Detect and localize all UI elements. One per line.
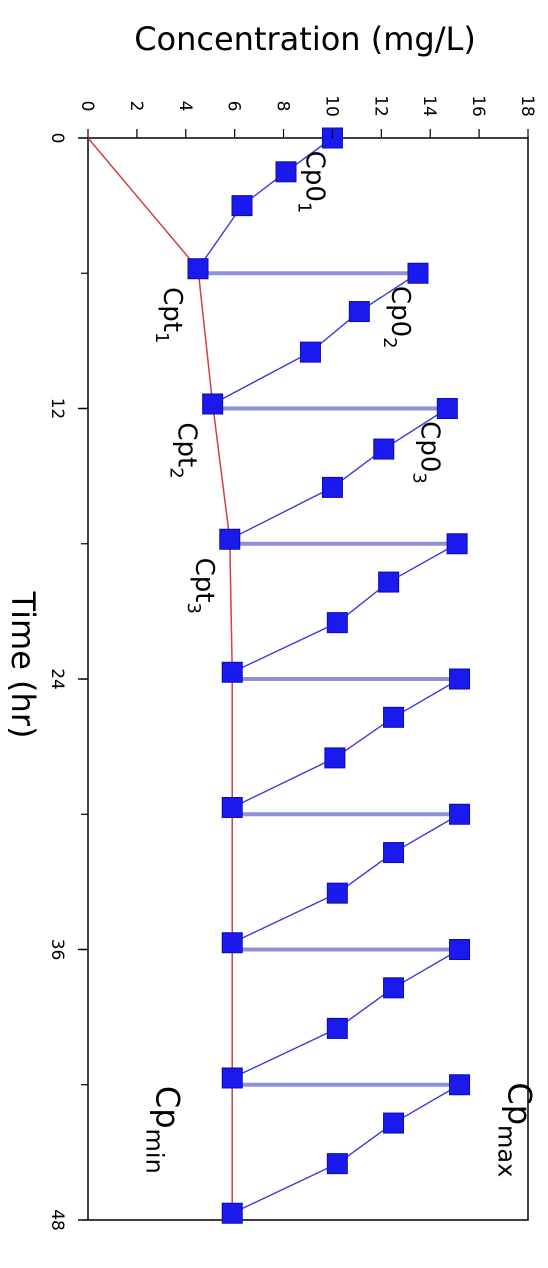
data-point-marker xyxy=(373,438,395,460)
data-point-marker xyxy=(383,842,405,864)
annotation-label: Cp02 xyxy=(379,286,415,349)
data-point-marker xyxy=(449,668,471,690)
data-point-marker xyxy=(221,1202,243,1224)
annotation-label: Cpt3 xyxy=(183,558,219,614)
annotation-main-text: Cpt xyxy=(172,422,202,467)
data-point-marker xyxy=(449,1074,471,1096)
y-axis-label: Concentration (mg/L) xyxy=(134,20,476,58)
annotation-label: Cpt1 xyxy=(151,287,187,343)
series-segment xyxy=(383,407,448,450)
data-point-marker xyxy=(436,398,458,419)
data-point-marker xyxy=(326,882,348,904)
annotation-label: Cpmin xyxy=(140,1086,186,1174)
data-point-marker xyxy=(202,393,224,415)
series-segment xyxy=(231,622,338,673)
series-segment xyxy=(393,813,460,854)
data-point-marker xyxy=(326,1153,348,1175)
data-point-marker xyxy=(378,571,400,593)
y-tick-label: 18 xyxy=(517,95,537,117)
series-segment xyxy=(393,1084,460,1124)
annotation-main-text: Cpt xyxy=(157,287,187,332)
concentration-series-layer xyxy=(187,127,471,1224)
annotation-subscript: 1 xyxy=(293,202,314,213)
data-point-marker xyxy=(321,476,343,498)
y-tick-label: 12 xyxy=(370,95,390,117)
annotation-subscript: min xyxy=(140,1129,168,1174)
y-tick-label: 14 xyxy=(419,95,439,117)
annotation-label: Cp03 xyxy=(408,421,444,484)
series-segment xyxy=(388,543,458,583)
annotation-label: Cpmax xyxy=(492,1082,538,1177)
series-segment xyxy=(231,1163,338,1214)
y-tick-label: 8 xyxy=(273,101,293,112)
series-segment xyxy=(231,892,338,944)
x-axis-label: Time (hr) xyxy=(4,591,42,739)
annotation-main-text: Cp0 xyxy=(299,151,329,202)
annotation-subscript: 3 xyxy=(408,472,429,483)
dose-lines-layer xyxy=(198,271,460,1087)
annotation-subscript: 3 xyxy=(183,602,204,613)
series-segment xyxy=(231,1027,338,1079)
y-tick-label: 2 xyxy=(126,101,146,112)
x-tick-label: 24 xyxy=(47,668,67,690)
annotation-subscript: 1 xyxy=(151,332,172,343)
annotation-main-text: Cpt xyxy=(189,558,219,603)
y-tick-label: 0 xyxy=(77,101,97,112)
data-point-marker xyxy=(326,1017,348,1039)
data-point-marker xyxy=(324,747,346,769)
y-tick-label: 6 xyxy=(224,101,244,112)
annotation-main-text: Cp xyxy=(148,1086,186,1129)
data-point-marker xyxy=(221,932,243,954)
data-point-marker xyxy=(383,977,405,999)
data-point-marker xyxy=(221,796,243,818)
series-segment xyxy=(393,678,460,718)
data-point-marker xyxy=(383,1112,405,1134)
data-point-marker xyxy=(231,195,253,217)
series-segment xyxy=(212,351,311,405)
data-point-marker xyxy=(383,706,405,728)
data-point-marker xyxy=(407,262,429,284)
annotation-label: Cpt2 xyxy=(166,422,202,478)
annotation-subscript: 2 xyxy=(166,467,187,478)
x-tick-label: 36 xyxy=(47,939,67,961)
data-point-marker xyxy=(221,661,243,683)
annotation-main-text: Cp0 xyxy=(385,286,415,337)
annotation-subscript: max xyxy=(492,1125,520,1177)
annotation-subscript: 2 xyxy=(379,337,400,348)
data-point-marker xyxy=(446,533,468,555)
series-segment xyxy=(197,205,243,270)
data-point-marker xyxy=(326,612,348,634)
data-point-marker xyxy=(219,528,241,550)
data-point-marker xyxy=(221,1067,243,1089)
annotation-label: Cp01 xyxy=(293,151,329,214)
annotation-main-text: Cp xyxy=(500,1082,538,1125)
series-segment xyxy=(229,486,333,540)
annotation-main-text: Cp0 xyxy=(414,421,444,472)
y-tick-label: 4 xyxy=(175,101,195,112)
series-segment xyxy=(393,948,460,989)
data-point-marker xyxy=(187,258,209,280)
data-point-marker xyxy=(449,939,471,960)
x-tick-label: 0 xyxy=(47,133,67,144)
x-tick-label: 48 xyxy=(47,1209,67,1231)
data-point-marker xyxy=(275,161,297,183)
y-tick-label: 16 xyxy=(468,95,488,117)
x-tick-label: 12 xyxy=(47,398,67,420)
data-point-marker xyxy=(299,341,321,363)
data-point-marker xyxy=(449,803,471,825)
series-segment xyxy=(231,757,336,809)
data-point-marker xyxy=(348,301,370,323)
y-tick-label: 10 xyxy=(321,95,341,117)
